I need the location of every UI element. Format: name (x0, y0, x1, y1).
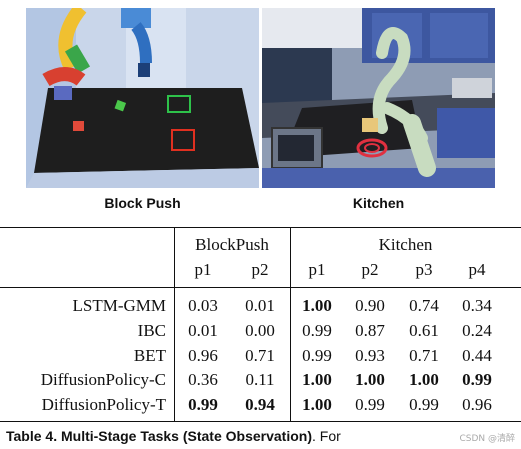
method-column-divider (174, 228, 175, 421)
table-cell: 0.03 (188, 296, 218, 315)
table-cell: 0.93 (355, 345, 385, 365)
row-method-label: BET (133, 345, 166, 365)
caption-title: Multi-Stage Tasks (State Observation) (60, 428, 312, 444)
caption-rest: . For (312, 428, 341, 444)
table-cell: 0.00 (245, 320, 275, 340)
table-header-rule (0, 287, 521, 288)
table-cell: 0.99 (188, 395, 218, 415)
block-push-figure (26, 8, 259, 188)
table-cell: 0.44 (462, 345, 492, 365)
group-column-divider (290, 228, 291, 421)
table-cell: 1.00 (355, 370, 385, 390)
row-method-label: IBC (137, 320, 166, 340)
table-cell: 1.00 (302, 395, 332, 415)
table-cell: 0.90 (355, 296, 385, 315)
kitchen-caption: Kitchen (352, 195, 405, 211)
table-cell: 1.00 (302, 296, 332, 315)
table-cell: 0.11 (245, 370, 275, 390)
table-cell: 0.71 (409, 345, 439, 365)
table-cell: 0.99 (302, 320, 332, 340)
row-method-label: DiffusionPolicy-T (41, 395, 166, 415)
table-cell: 0.96 (462, 395, 492, 415)
row-method-label: DiffusionPolicy-C (40, 370, 166, 390)
table-cell: 0.99 (302, 345, 332, 365)
caption-label: Table 4. (6, 428, 58, 444)
column-header: p2 (251, 260, 269, 279)
table-cell: 0.61 (409, 320, 439, 340)
kitchen-figure (262, 8, 495, 188)
table-cell: 0.01 (188, 320, 218, 340)
table-cell: 0.36 (188, 370, 218, 390)
table-caption: Table 4. Multi-Stage Tasks (State Observ… (6, 428, 341, 444)
table-cell: 0.01 (245, 296, 275, 315)
table-cell: 1.00 (409, 370, 439, 390)
column-header: p1 (194, 260, 212, 279)
table-cell: 0.74 (409, 296, 439, 315)
table-cell: 1.00 (302, 370, 332, 390)
block-push-caption: Block Push (104, 195, 181, 211)
table-cell: 0.87 (355, 320, 385, 340)
column-header: p4 (468, 260, 486, 279)
table-top-rule (0, 227, 521, 228)
table-cell: 0.96 (188, 345, 218, 365)
watermark: CSDN @清醉 (459, 434, 515, 444)
table-cell: 0.99 (355, 395, 385, 415)
table-cell: 0.24 (462, 320, 492, 340)
table-cell: 0.94 (245, 395, 275, 415)
table-cell: 0.99 (409, 395, 439, 415)
group-header-blockpush: BlockPush (195, 235, 269, 254)
table-bottom-rule (0, 421, 521, 422)
column-header: p2 (361, 260, 379, 279)
table-cell: 0.99 (462, 370, 492, 390)
column-header: p3 (415, 260, 433, 279)
row-method-label: LSTM-GMM (72, 296, 166, 315)
table-cell: 0.71 (245, 345, 275, 365)
group-header-kitchen: Kitchen (378, 235, 433, 254)
table-cell: 0.34 (462, 296, 492, 315)
column-header: p1 (308, 260, 326, 279)
